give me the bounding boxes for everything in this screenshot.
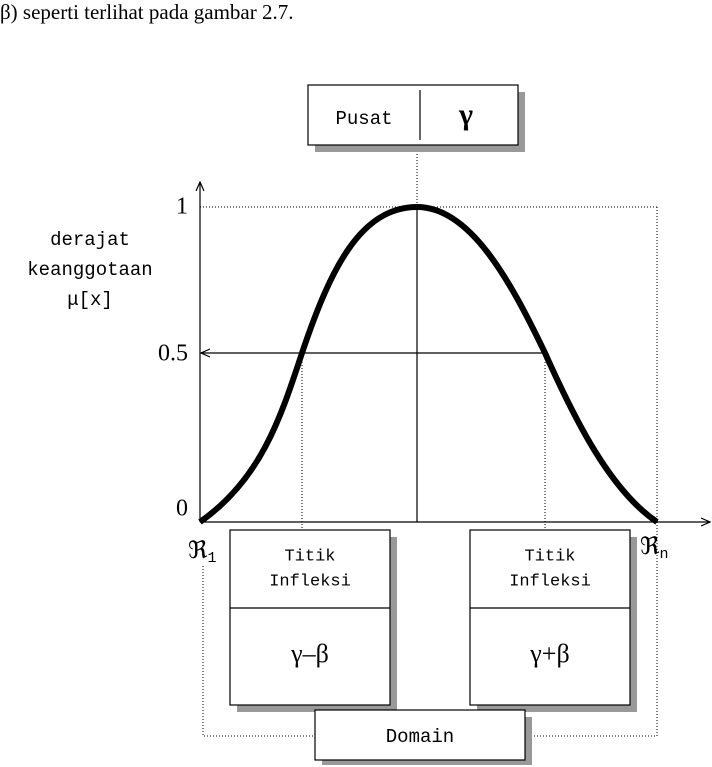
domain-label: Domain (386, 726, 454, 748)
y-label: derajat (50, 229, 130, 251)
box-title: Titik (524, 547, 575, 566)
center-symbol: γ (458, 98, 473, 131)
tick-label: 0.5 (158, 341, 188, 367)
tick-label: 0 (176, 496, 188, 522)
right-box: Titik Infleksi γ+β (469, 529, 637, 712)
box-title: Infleksi (509, 572, 591, 591)
x-right-label: ℜn (640, 534, 669, 563)
center-label: Pusat (335, 108, 392, 130)
box-formula: γ–β (290, 639, 329, 668)
box-formula: γ+β (529, 639, 569, 668)
domain-box: Domain (314, 709, 532, 765)
y-label: keanggotaan (27, 259, 152, 281)
x-left-label: ℜ1 (188, 538, 217, 567)
caption: β) seperti terlihat pada gambar 2.7. (0, 0, 294, 24)
box-title: Titik (284, 547, 335, 566)
tick-label: 1 (176, 194, 188, 220)
left-box: Titik Infleksi γ–β (229, 529, 397, 712)
center-box: Pusat γ (307, 84, 525, 152)
membership-curve (198, 203, 659, 525)
box-title: Infleksi (269, 572, 351, 591)
y-label: μ[x] (67, 289, 113, 311)
